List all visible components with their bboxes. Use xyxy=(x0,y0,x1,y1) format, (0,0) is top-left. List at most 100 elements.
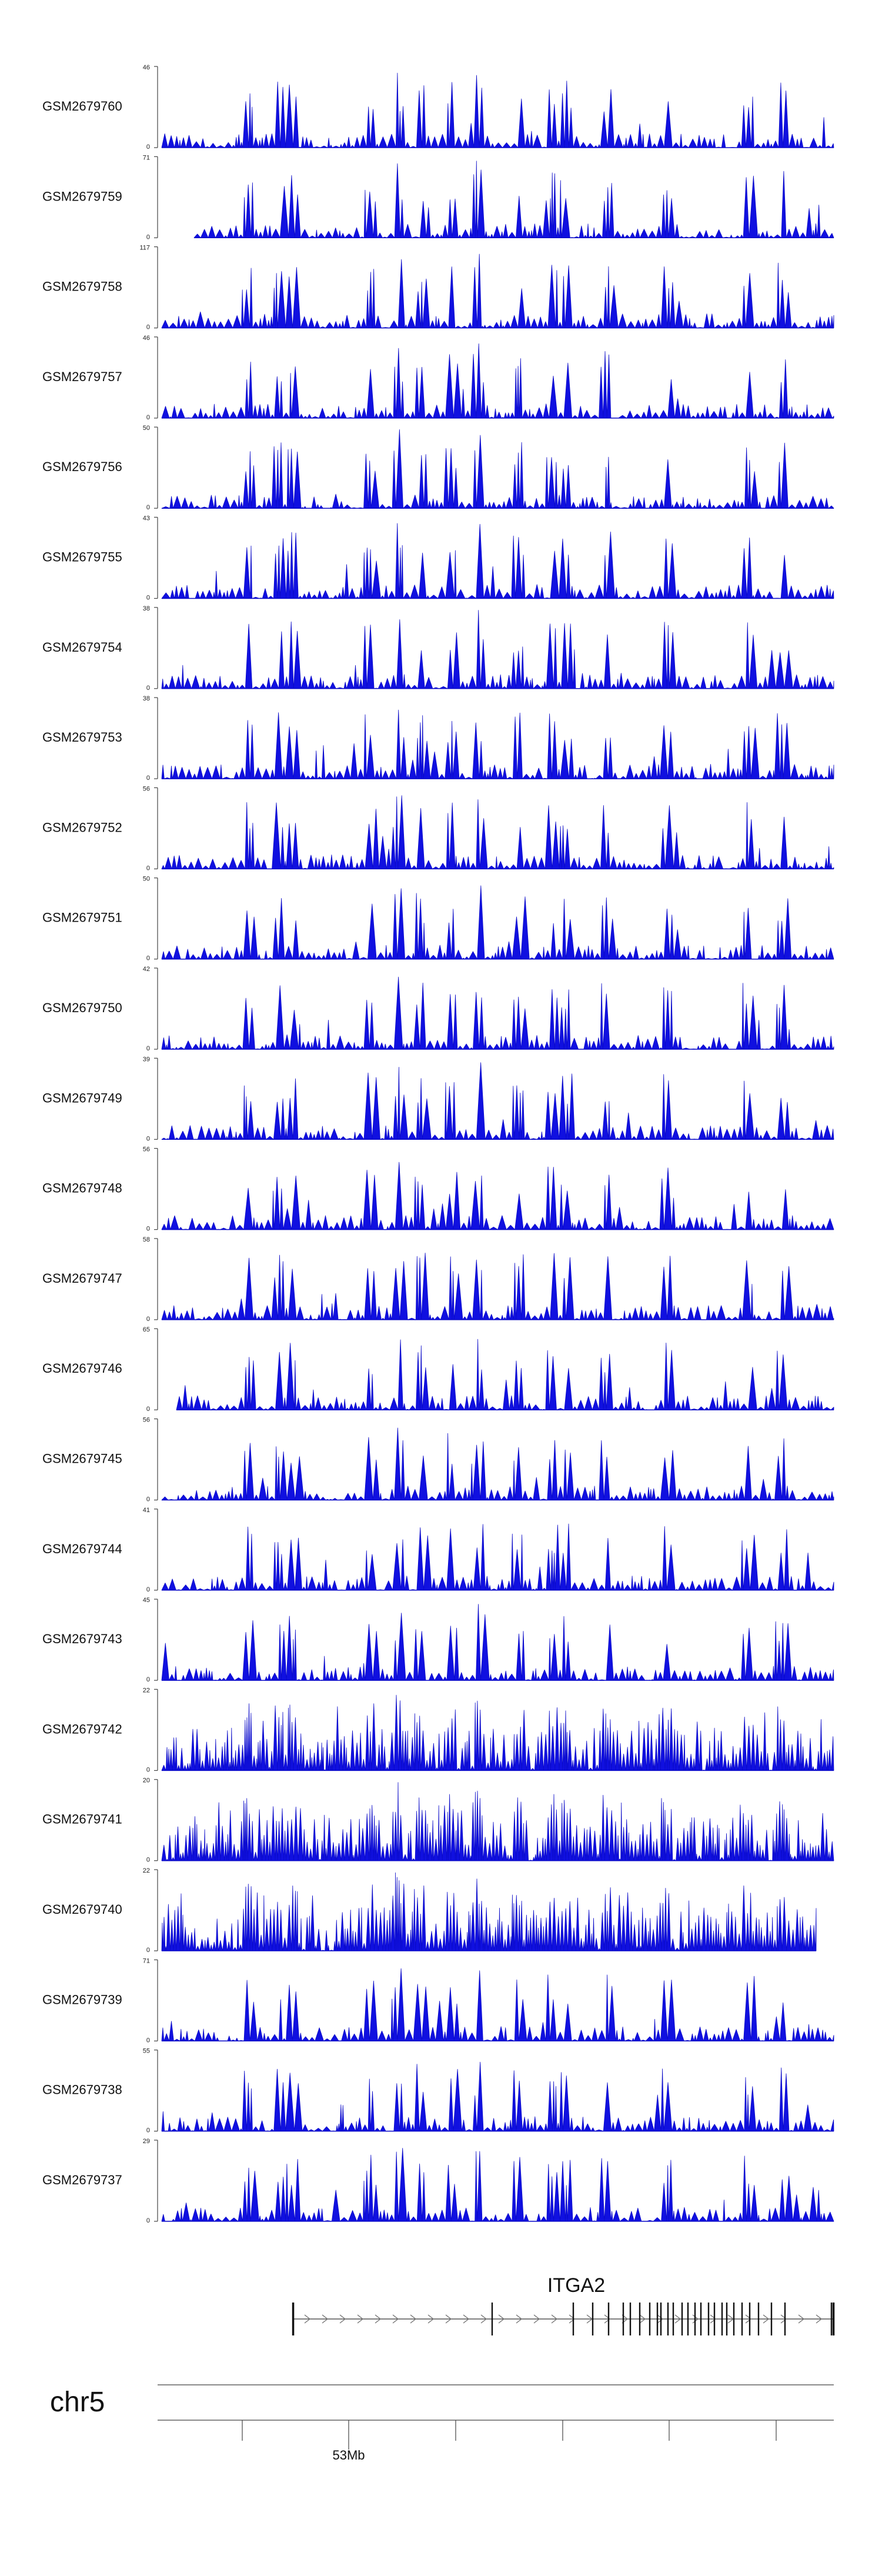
track-ymax-label: 71 xyxy=(143,1957,150,1964)
coverage-area xyxy=(161,610,834,689)
track-ymax-label: 39 xyxy=(143,1056,150,1063)
track-label: GSM2679757 xyxy=(42,369,122,384)
track-label: GSM2679737 xyxy=(42,2173,122,2187)
coverage-area xyxy=(161,2061,834,2131)
gene-exon xyxy=(726,2303,728,2335)
track-label: GSM2679744 xyxy=(42,1541,122,1556)
strand-arrow-icon xyxy=(410,2314,417,2324)
track-GSM2679751: GSM2679751 50 0 xyxy=(42,876,834,962)
track-ymin-label: 0 xyxy=(146,2127,150,2134)
strand-arrow-icon xyxy=(745,2314,752,2324)
track-GSM2679754: GSM2679754 38 0 xyxy=(42,605,834,692)
coordinate-ticks xyxy=(242,2420,777,2450)
track-ymax-label: 71 xyxy=(143,154,150,161)
gene-exon xyxy=(667,2303,669,2335)
gene-exon xyxy=(741,2303,743,2335)
track-label: GSM2679738 xyxy=(42,2083,122,2097)
track-ymax-label: 117 xyxy=(139,245,150,252)
coverage-area xyxy=(161,1427,834,1500)
track-ymax-label: 45 xyxy=(143,1597,150,1604)
track-ymin-label: 0 xyxy=(146,865,150,872)
track-label: GSM2679748 xyxy=(42,1181,122,1196)
gene-exon xyxy=(660,2303,662,2335)
track-ymin-label: 0 xyxy=(146,1947,150,1954)
track-label: GSM2679759 xyxy=(42,189,122,203)
coverage-area xyxy=(161,795,834,869)
track-ymax-label: 58 xyxy=(143,1236,150,1243)
track-GSM2679748: GSM2679748 56 0 xyxy=(42,1146,834,1233)
gene-exon xyxy=(572,2303,574,2335)
strand-arrow-icon xyxy=(639,2314,646,2324)
strand-arrow-icon xyxy=(357,2314,364,2324)
track-ymax-label: 50 xyxy=(143,876,150,883)
track-label: GSM2679747 xyxy=(42,1271,122,1286)
track-stack: GSM2679760 46 0 GSM2679759 71 0 GSM2679758 117 0… xyxy=(42,64,834,2224)
gene-exon xyxy=(292,2303,295,2335)
strand-arrow-icon xyxy=(710,2314,717,2324)
track-label: GSM2679741 xyxy=(42,1812,122,1827)
track-ymin-label: 0 xyxy=(146,324,150,331)
strand-arrow-icon xyxy=(498,2314,505,2324)
track-label: GSM2679740 xyxy=(42,1902,122,1917)
track-label: GSM2679743 xyxy=(42,1631,122,1646)
track-GSM2679750: GSM2679750 42 0 xyxy=(42,966,834,1052)
track-ymax-label: 38 xyxy=(143,695,150,702)
coverage-area xyxy=(161,976,834,1050)
chromosome-ideogram: chr5 53Mb xyxy=(50,2384,834,2462)
track-ymin-label: 0 xyxy=(146,1586,150,1593)
track-label: GSM2679742 xyxy=(42,1721,122,1736)
coverage-area xyxy=(161,253,834,328)
track-GSM2679739: GSM2679739 71 0 xyxy=(42,1957,834,2044)
track-ymax-label: 56 xyxy=(143,1146,150,1153)
track-GSM2679738: GSM2679738 55 0 xyxy=(42,2048,834,2134)
gene-exon xyxy=(622,2303,624,2335)
track-ymin-label: 0 xyxy=(146,1316,150,1323)
track-label: GSM2679749 xyxy=(42,1090,122,1105)
coverage-area xyxy=(161,343,834,419)
gene-exon xyxy=(639,2303,641,2335)
strand-arrow-icon xyxy=(551,2314,558,2324)
track-GSM2679756: GSM2679756 50 0 xyxy=(42,425,834,511)
gene-exon xyxy=(770,2303,773,2335)
track-label: GSM2679760 xyxy=(42,99,122,114)
strand-arrow-icon xyxy=(480,2314,487,2324)
track-label: GSM2679751 xyxy=(42,910,122,925)
track-ymin-label: 0 xyxy=(146,775,150,782)
track-ymax-label: 41 xyxy=(143,1507,150,1514)
track-GSM2679759: GSM2679759 71 0 xyxy=(42,154,834,241)
gene-exon xyxy=(721,2303,723,2335)
coverage-area xyxy=(161,1872,817,1951)
track-ymax-label: 22 xyxy=(143,1687,150,1694)
chromosome-label: chr5 xyxy=(50,2387,105,2418)
track-ymax-label: 20 xyxy=(143,1777,150,1784)
gene-exon xyxy=(830,2303,833,2335)
strand-arrow-icon xyxy=(569,2314,576,2324)
track-ymax-label: 22 xyxy=(143,1867,150,1874)
strand-arrow-icon xyxy=(392,2314,399,2324)
track-label: GSM2679745 xyxy=(42,1451,122,1466)
track-ymin-label: 0 xyxy=(146,414,150,421)
track-GSM2679753: GSM2679753 38 0 xyxy=(42,695,834,782)
track-label: GSM2679746 xyxy=(42,1361,122,1376)
strand-arrow-icon xyxy=(463,2314,470,2324)
coverage-area xyxy=(193,161,834,238)
track-ymin-label: 0 xyxy=(146,1226,150,1233)
strand-arrow-icon xyxy=(516,2314,523,2324)
gene-exon xyxy=(700,2303,702,2335)
track-GSM2679743: GSM2679743 45 0 xyxy=(42,1597,834,1683)
track-ymin-label: 0 xyxy=(146,685,150,692)
track-GSM2679752: GSM2679752 56 0 xyxy=(42,785,834,872)
track-GSM2679745: GSM2679745 56 0 xyxy=(42,1417,834,1503)
coverage-area xyxy=(176,1339,834,1410)
strand-arrow-icon xyxy=(763,2314,770,2324)
track-GSM2679744: GSM2679744 41 0 xyxy=(42,1507,834,1593)
coverage-area xyxy=(161,429,834,509)
track-ymax-label: 29 xyxy=(143,2138,150,2145)
coverage-area xyxy=(161,523,834,599)
track-GSM2679757: GSM2679757 46 0 xyxy=(42,335,834,421)
strand-arrow-icon xyxy=(798,2314,805,2324)
gene-model xyxy=(292,2303,835,2335)
gene-exon xyxy=(832,2303,835,2335)
track-label: GSM2679754 xyxy=(42,640,122,655)
